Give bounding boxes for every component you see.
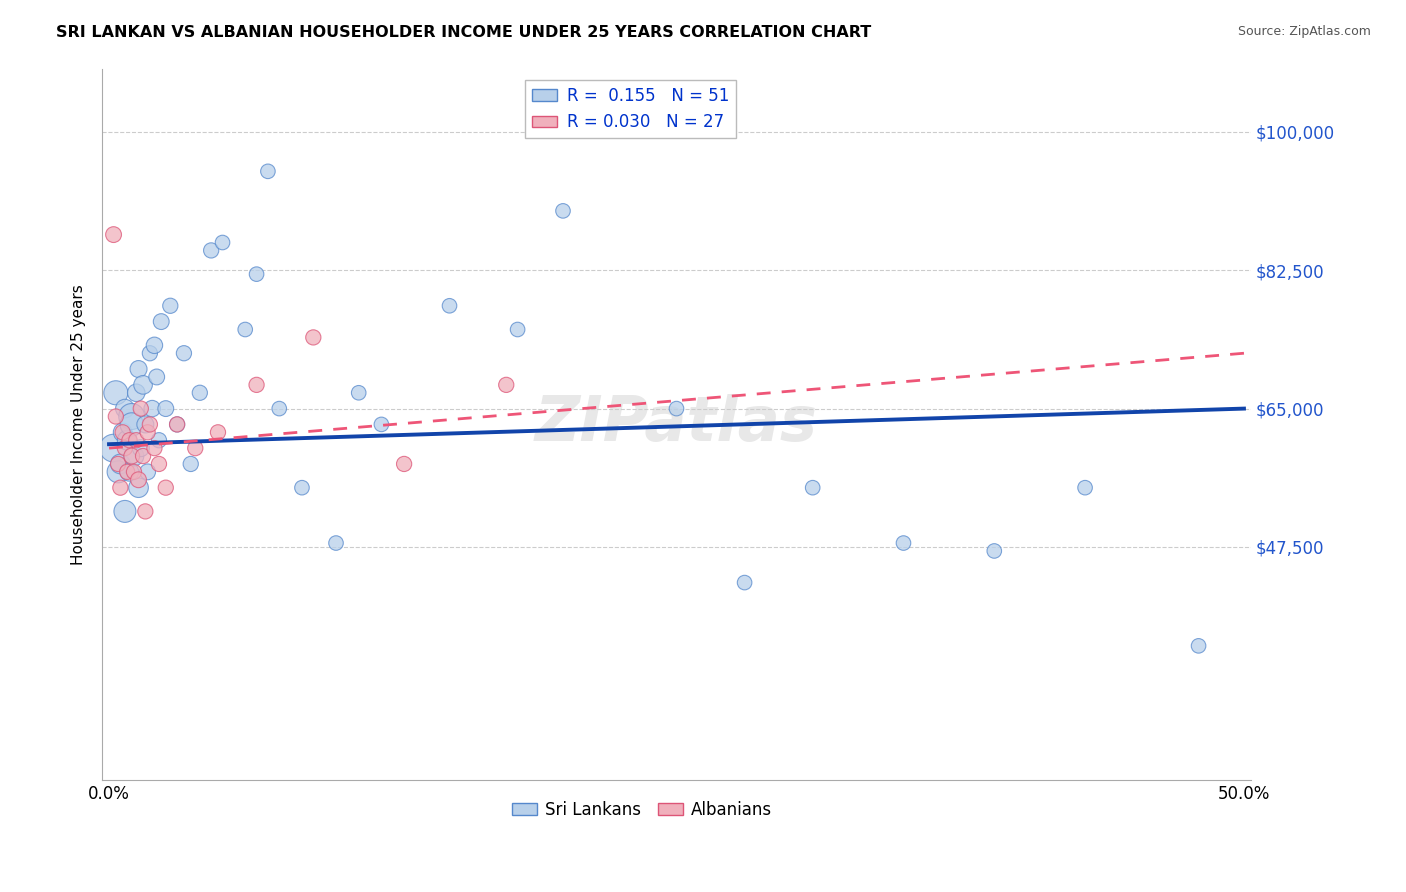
Point xyxy=(370,417,392,432)
Point xyxy=(121,409,143,424)
Point xyxy=(111,425,134,440)
Point xyxy=(132,377,155,392)
Point xyxy=(114,504,136,518)
Point xyxy=(111,425,134,440)
Point xyxy=(134,417,156,432)
Point xyxy=(143,441,166,455)
Point xyxy=(139,417,162,432)
Point xyxy=(207,425,229,440)
Point xyxy=(122,465,145,479)
Text: ZIPatlas: ZIPatlas xyxy=(534,394,818,454)
Point xyxy=(245,377,267,392)
Point xyxy=(211,235,233,250)
Point xyxy=(121,417,143,432)
Point xyxy=(150,315,173,329)
Point xyxy=(439,299,461,313)
Point xyxy=(325,536,347,550)
Point xyxy=(184,441,207,455)
Point xyxy=(143,338,166,352)
Point xyxy=(148,457,170,471)
Point xyxy=(145,370,167,384)
Text: Source: ZipAtlas.com: Source: ZipAtlas.com xyxy=(1237,25,1371,38)
Point xyxy=(392,457,415,471)
Y-axis label: Householder Income Under 25 years: Householder Income Under 25 years xyxy=(72,284,86,565)
Point xyxy=(122,449,145,463)
Point xyxy=(114,401,136,416)
Point xyxy=(148,434,170,448)
Point xyxy=(136,425,159,440)
Point xyxy=(103,441,125,455)
Point xyxy=(115,434,138,448)
Point xyxy=(155,481,177,495)
Point xyxy=(506,322,529,336)
Text: SRI LANKAN VS ALBANIAN HOUSEHOLDER INCOME UNDER 25 YEARS CORRELATION CHART: SRI LANKAN VS ALBANIAN HOUSEHOLDER INCOM… xyxy=(56,25,872,40)
Point xyxy=(129,401,152,416)
Point xyxy=(141,401,163,416)
Point xyxy=(107,457,129,471)
Point xyxy=(347,385,370,400)
Point xyxy=(136,465,159,479)
Point xyxy=(180,457,202,471)
Point xyxy=(107,465,129,479)
Point xyxy=(128,481,150,495)
Point xyxy=(233,322,256,336)
Point xyxy=(983,544,1005,558)
Point xyxy=(134,504,156,518)
Point xyxy=(188,385,211,400)
Point xyxy=(125,385,148,400)
Point xyxy=(269,401,291,416)
Point xyxy=(118,434,141,448)
Point xyxy=(115,465,138,479)
Point xyxy=(801,481,824,495)
Point xyxy=(128,362,150,376)
Point xyxy=(173,346,195,360)
Point xyxy=(118,465,141,479)
Legend: Sri Lankans, Albanians: Sri Lankans, Albanians xyxy=(505,794,779,825)
Point xyxy=(139,346,162,360)
Point xyxy=(103,227,125,242)
Point xyxy=(159,299,181,313)
Point xyxy=(128,473,150,487)
Point xyxy=(245,267,267,281)
Point xyxy=(291,481,314,495)
Point xyxy=(1074,481,1097,495)
Point xyxy=(104,409,127,424)
Point xyxy=(1187,639,1209,653)
Point xyxy=(200,244,222,258)
Point xyxy=(114,441,136,455)
Point xyxy=(104,385,127,400)
Point xyxy=(734,575,756,590)
Point xyxy=(166,417,188,432)
Point xyxy=(132,449,155,463)
Point xyxy=(129,441,152,455)
Point xyxy=(166,417,188,432)
Point xyxy=(257,164,280,178)
Point xyxy=(665,401,688,416)
Point xyxy=(121,449,143,463)
Point xyxy=(495,377,517,392)
Point xyxy=(110,457,132,471)
Point xyxy=(125,434,148,448)
Point xyxy=(551,203,574,218)
Point xyxy=(893,536,915,550)
Point xyxy=(155,401,177,416)
Point xyxy=(110,481,132,495)
Point xyxy=(302,330,325,344)
